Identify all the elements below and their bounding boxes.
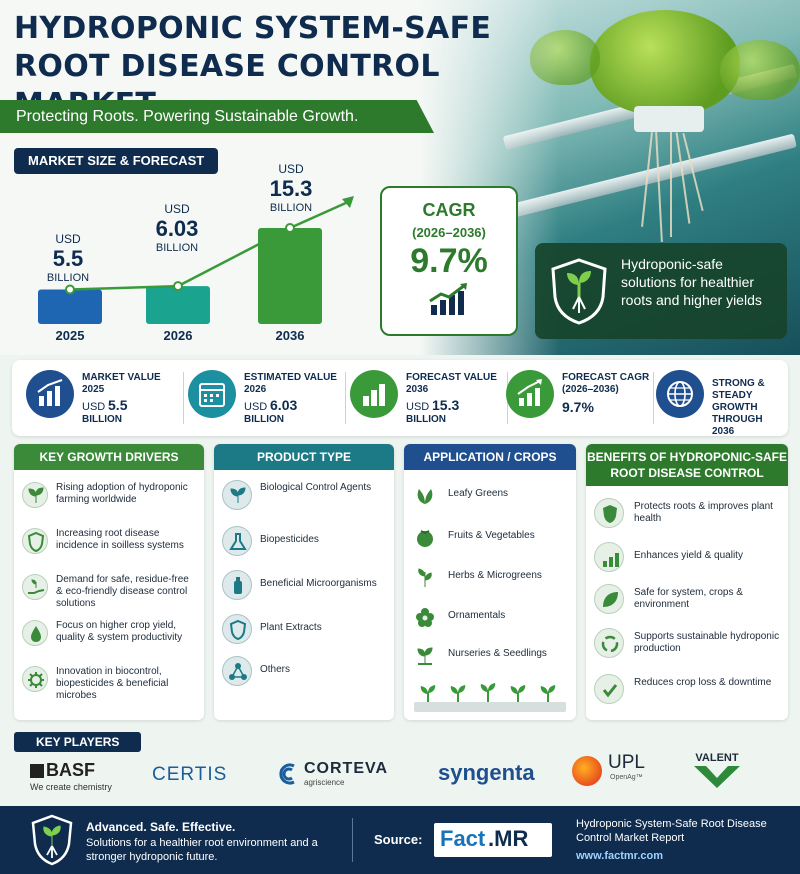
factmr-url[interactable]: www.factmr.com: [576, 850, 664, 862]
seedling-icon: [412, 644, 438, 666]
stat-value: 5.5: [108, 397, 128, 413]
shield-plant-icon: [31, 814, 73, 866]
chart-icon: [26, 370, 74, 418]
stat-year: 2036: [712, 426, 735, 437]
stat-value: 15.3: [432, 397, 460, 413]
stat-year: 2025: [82, 384, 105, 395]
trend-point-2025: [65, 284, 75, 295]
check-icon: [594, 674, 624, 704]
stat-year: (2026–2036): [562, 384, 619, 395]
molecule-icon: [222, 656, 252, 686]
highlight-card: Hydroponic-safe solutions for healthier …: [535, 243, 787, 339]
stat-estimated-value: ESTIMATED VALUE 2026 USD 6.03 BILLION: [188, 360, 346, 436]
source-label: Source:: [374, 832, 423, 847]
cagr-title: CAGR: [422, 200, 476, 220]
bar-value-2036: USD 15.3 BILLION: [269, 162, 313, 214]
cagr-period: (2026–2036): [412, 225, 486, 240]
market-size-label: MARKET SIZE & FORECAST: [14, 148, 219, 174]
leaf-icon: [594, 584, 624, 614]
shield-check-icon: [222, 614, 252, 644]
stat-label: FORECAST CAGR: [562, 372, 650, 383]
stats-band: MARKET VALUE 2025 USD 5.5 BILLION ESTIMA…: [12, 360, 788, 437]
herb-icon: [412, 566, 438, 588]
globe-icon: [656, 370, 704, 418]
key-players-label: KEY PLAYERS: [14, 732, 142, 752]
hand-plant-icon: [22, 574, 48, 600]
cagr-card: CAGR (2026–2036) 9.7%: [380, 186, 518, 336]
key-growth-drivers-panel: KEY GROWTH DRIVERS Rising adoption of hy…: [14, 444, 204, 720]
highlight-text: Hydroponic-safe solutions for healthier …: [621, 256, 762, 308]
stat-label: ESTIMATED VALUE: [244, 372, 337, 383]
stat-year: 2026: [244, 384, 267, 395]
footer-headline: Advanced. Safe. Effective.: [86, 820, 236, 834]
stat-market-value: MARKET VALUE 2025 USD 5.5 BILLION: [26, 360, 184, 436]
flask-icon: [222, 526, 252, 556]
water-drop-icon: [22, 620, 48, 646]
bar-value-2025: USD 5.5 BILLION: [46, 232, 90, 284]
bottle-icon: [222, 570, 252, 600]
growth-icon: [506, 370, 554, 418]
stat-label: STRONG & STEADY GROWTH THROUGH: [712, 378, 765, 425]
trend-point-2036: [285, 223, 295, 233]
year-label-2036: 2036: [275, 328, 305, 343]
benefits-title: BENEFITS OF HYDROPONIC-SAFE ROOT DISEASE…: [586, 444, 788, 486]
hero-section: HYDROPONIC SYSTEM-SAFE ROOT DISEASE CONT…: [0, 0, 800, 355]
year-label-2025: 2025: [55, 328, 85, 343]
stat-value: 6.03: [270, 397, 298, 413]
trend-line: [69, 200, 349, 291]
market-size-chart: USD 5.5 BILLION USD 6.03 BILLION USD 15.…: [0, 160, 380, 350]
stat-label: MARKET VALUE: [82, 372, 161, 383]
stat-steady-growth: STRONG & STEADY GROWTH THROUGH 2036: [656, 360, 786, 437]
leafy-greens-icon: [412, 484, 438, 506]
bar-2025: [38, 289, 102, 324]
stat-forecast-cagr: FORECAST CAGR (2026–2036) 9.7%: [506, 360, 654, 436]
stat-value: 9.7%: [562, 399, 594, 415]
bar-2036: [258, 228, 322, 324]
market-size-bar-chart: [38, 196, 354, 324]
stat-forecast-value: FORECAST VALUE 2036 USD 15.3 BILLION: [350, 360, 508, 436]
basf-logo: BASF We create chemistry: [30, 760, 112, 792]
benefits-panel: BENEFITS OF HYDROPONIC-SAFE ROOT DISEASE…: [586, 444, 788, 720]
application-title: APPLICATION / CROPS: [404, 444, 576, 470]
syngenta-logo: syngenta: [438, 760, 535, 785]
trend-arrowhead: [342, 196, 354, 208]
seedling-tray-illustration: [414, 683, 566, 712]
report-title: Hydroponic System-Safe Root Disease Cont…: [576, 818, 767, 844]
yield-chart-icon: [594, 542, 624, 572]
product-title: PRODUCT TYPE SEGMENTATION: [214, 444, 394, 490]
leaf-icon: [222, 480, 252, 510]
innovation-gear-icon: [22, 666, 48, 692]
tomato-icon: [412, 526, 438, 548]
certis-logo: CERTIS: [152, 764, 228, 785]
sprout-icon: [22, 482, 48, 508]
shield-icon: [22, 528, 48, 554]
shield-icon: [594, 498, 624, 528]
flower-icon: [412, 606, 438, 628]
bar-value-2026: USD 6.03 BILLION: [155, 202, 199, 254]
calendar-icon: [188, 370, 236, 418]
year-label-2026: 2026: [163, 328, 193, 343]
cagr-value: 9.7%: [410, 242, 488, 280]
stat-label: FORECAST VALUE: [406, 372, 497, 383]
shield-plant-icon: [551, 258, 607, 325]
factmr-logo[interactable]: Fact .MR: [434, 823, 552, 857]
stat-year: 2036: [406, 384, 429, 395]
footer-subtext: Solutions for a healthier root environme…: [86, 837, 318, 863]
recycle-icon: [594, 628, 624, 658]
drivers-title: KEY GROWTH DRIVERS: [14, 444, 204, 470]
bar-2026: [146, 286, 210, 324]
footer-bar: Advanced. Safe. Effective. Solutions for…: [0, 806, 800, 874]
trend-point-2026: [173, 281, 183, 292]
application-crops-panel: APPLICATION / CROPS Leafy Greens Fruits …: [404, 444, 576, 720]
product-type-panel: PRODUCT TYPE SEGMENTATION Biological Con…: [214, 444, 394, 720]
tagline-banner: Protecting Roots. Powering Sustainable G…: [0, 100, 434, 133]
valent-logo: VALENT: [690, 752, 744, 795]
growth-chart-icon: [429, 283, 467, 315]
bar-chart-icon: [350, 370, 398, 418]
